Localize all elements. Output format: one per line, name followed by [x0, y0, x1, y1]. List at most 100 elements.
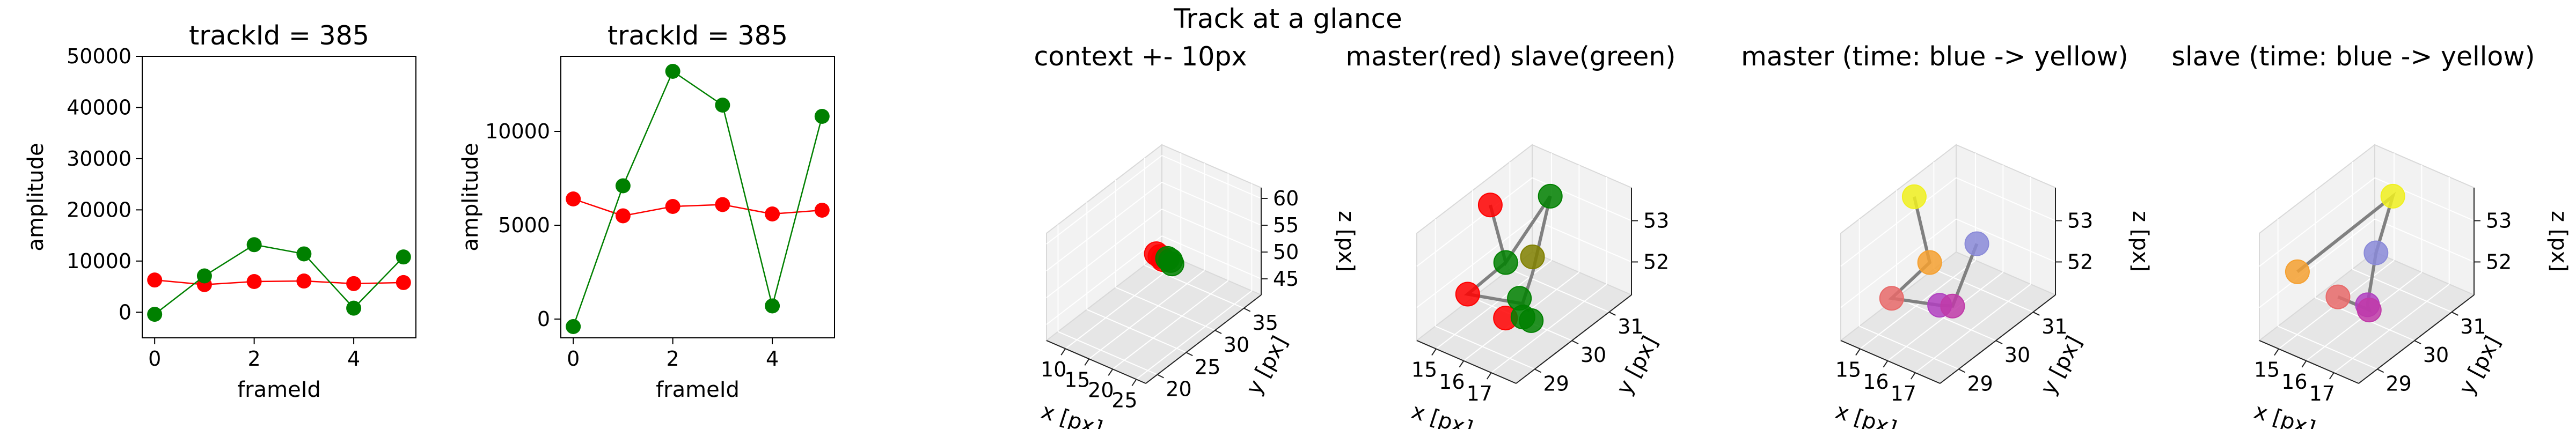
y-tick-label: 30000 [67, 147, 131, 171]
series-2-point [566, 319, 581, 334]
y-tick-mark [2377, 368, 2384, 373]
x-tick-mark [2301, 360, 2307, 368]
chart-title: trackId = 385 [608, 20, 788, 51]
y-tick-label: 5000 [498, 213, 550, 237]
y-axis-line [1145, 294, 1262, 384]
track-point-1 [1477, 193, 1503, 218]
x-tick-label: 16 [1439, 370, 1465, 394]
x-tick-label: 15 [1064, 368, 1090, 391]
y-tick-mark [1608, 312, 1616, 316]
grid-line [1416, 218, 1533, 308]
y-tick-label: 29 [1967, 372, 1993, 395]
series-1-point [396, 275, 411, 290]
grid-line [1136, 290, 1252, 380]
y-tick-label: 31 [1618, 315, 1643, 338]
x-tick-label: 15 [1835, 358, 1861, 382]
z-tick-label: 53 [2067, 209, 2093, 233]
series-1-point [296, 273, 312, 289]
grid-line [1112, 280, 1228, 370]
x-tick-label: 25 [1111, 388, 1137, 412]
x-tick-mark [2274, 349, 2279, 356]
grid-line [1161, 182, 1262, 226]
y-tick-label: 29 [2385, 372, 2411, 395]
series-2-point [665, 64, 680, 79]
grid-line [2278, 326, 2378, 370]
grid-line [1115, 287, 1216, 331]
series-1-point [246, 274, 262, 289]
grid-line [2374, 218, 2475, 263]
grid-line [1887, 271, 2003, 361]
y-tick-mark [1185, 352, 1193, 357]
x-tick-mark [1459, 360, 1465, 368]
y-tick-label: 0 [537, 307, 550, 331]
x-tick-label: 0 [148, 347, 161, 371]
x-tick-mark [1431, 349, 1437, 356]
y-tick-mark [2414, 340, 2421, 345]
x-tick-mark [1486, 372, 1492, 380]
series-2-point [814, 109, 830, 124]
series-2-point [346, 300, 362, 316]
grid-line [1161, 209, 1262, 253]
x-tick-label: 0 [567, 347, 580, 371]
series-2-point [296, 246, 312, 262]
y-axis-line [2358, 294, 2475, 384]
track-point-6 [1520, 245, 1545, 270]
z-tick-label: 50 [1273, 240, 1299, 264]
series-1-point [665, 199, 680, 214]
y-tick-label: 40000 [67, 95, 131, 119]
track-point-2 [1455, 282, 1480, 307]
series-line-1 [573, 198, 822, 217]
x-tick-label: 17 [2309, 382, 2335, 405]
y-tick-label: 31 [2041, 315, 2067, 338]
figure-suptitle: Track at a glance [1173, 3, 1402, 34]
plot-frame [142, 56, 416, 338]
series-1-point [346, 276, 362, 291]
grid-line [1144, 264, 1245, 309]
series-line-2 [154, 243, 404, 315]
x-tick-label: 2 [667, 347, 679, 371]
x-tick-label: 15 [1411, 358, 1437, 382]
grid-line [2259, 177, 2375, 267]
x-tick-label: 2 [248, 347, 261, 371]
grid-line [1532, 218, 1632, 263]
grid-line [1896, 297, 1996, 342]
chart-title: master(red) slave(green) [1346, 41, 1676, 72]
y-tick-label: 20000 [67, 198, 131, 221]
series-2-point [715, 98, 730, 113]
x-tick-label: 17 [1891, 382, 1916, 405]
y-tick-label: 10000 [67, 249, 131, 273]
y-axis-label: amplitude [458, 143, 483, 251]
line-chart-2: trackId = 385 0 2 4 0 5000 10000 frameId amplitu… [458, 20, 835, 402]
series-2-point [147, 307, 163, 322]
y-tick-mark [1243, 307, 1251, 312]
grid-line [1088, 270, 1205, 360]
x-tick-mark [1131, 379, 1137, 386]
grid-line [1416, 177, 1533, 267]
y-tick-mark [1571, 340, 1579, 345]
track-point-1 [1901, 184, 1927, 209]
track-point-1 [2285, 259, 2310, 284]
y-tick-label: 35 [1253, 311, 1278, 335]
x-axis-label: x [px] [2251, 399, 2318, 429]
y-tick-label: 30 [1224, 333, 1249, 357]
x-axis-line [1046, 340, 1146, 384]
grid-line [1046, 155, 1162, 245]
series-2-point [615, 178, 631, 194]
grid-line [1933, 269, 2033, 313]
series-1-point [615, 208, 631, 224]
y-tick-label: 50000 [67, 45, 131, 68]
grid-line [2259, 218, 2375, 308]
grid-line [1065, 260, 1181, 350]
grid-line [1860, 260, 1976, 350]
series-1-point [147, 272, 163, 288]
grid-line [1046, 235, 1162, 325]
y-tick-label: 30 [2423, 343, 2449, 367]
track-point-5 [1538, 183, 1563, 209]
grid-line [1956, 218, 2056, 263]
y-tick-label: 0 [119, 300, 131, 324]
y-axis-line [1940, 294, 2056, 384]
y-tick-label: 20 [1166, 378, 1191, 401]
